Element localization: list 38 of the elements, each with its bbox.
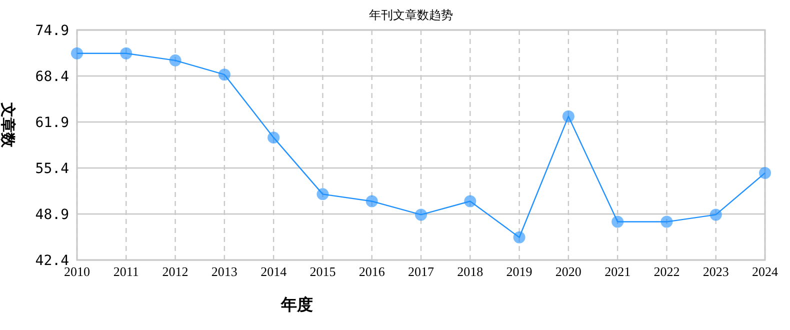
point [710,208,722,221]
point [562,110,574,122]
x-tick-label: 2017 [408,264,434,279]
x-tick-label: 2016 [358,264,386,279]
x-axis-title: 年度 [280,295,313,314]
x-tick-label: 2015 [310,264,336,279]
point [71,47,83,60]
point [268,132,280,144]
point [316,188,329,200]
point [415,208,427,221]
point [464,195,476,208]
x-tick-label: 2013 [211,264,238,279]
x-tick-label: 2023 [702,264,729,279]
y-tick-label: 74.9 [35,23,69,39]
x-tick-label: 2018 [457,264,484,279]
y-tick-label: 55.4 [35,161,69,177]
x-tick-label: 2022 [654,264,680,279]
x-tick-label: 2011 [113,264,139,279]
point [513,231,526,244]
y-tick-label: 61.9 [35,115,69,131]
x-tick-label: 2020 [555,264,582,279]
point [120,47,132,60]
x-tick-label: 2019 [506,264,532,279]
x-tick-label: 2012 [162,264,188,279]
x-tick-label: 2010 [64,264,90,279]
x-tick-label: 2014 [260,264,288,279]
x-tick-label: 2021 [604,264,631,279]
point [660,216,673,228]
point [759,166,771,179]
point [169,54,182,66]
point [612,216,624,228]
y-tick-label: 68.4 [35,69,69,85]
x-tick-label: 2024 [752,264,778,279]
point [366,195,378,208]
chart-title: 年刊文章数趋势 [369,8,453,22]
point [218,68,230,81]
y-tick-label: 48.9 [35,207,69,223]
y-axis-title: 文章数 [0,102,17,148]
